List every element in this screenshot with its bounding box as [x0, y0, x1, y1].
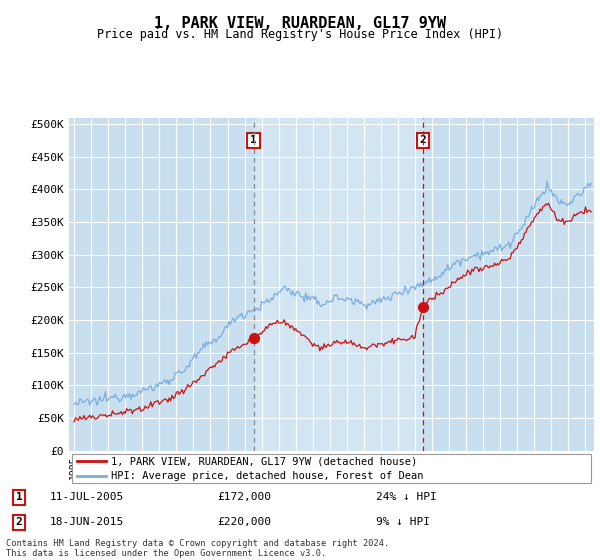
Text: HPI: Average price, detached house, Forest of Dean: HPI: Average price, detached house, Fore…: [111, 472, 424, 482]
Text: £172,000: £172,000: [218, 492, 272, 502]
Text: £220,000: £220,000: [218, 517, 272, 528]
Text: 1: 1: [250, 136, 257, 146]
Text: Contains HM Land Registry data © Crown copyright and database right 2024.
This d: Contains HM Land Registry data © Crown c…: [6, 539, 389, 558]
Text: 24% ↓ HPI: 24% ↓ HPI: [376, 492, 437, 502]
FancyBboxPatch shape: [71, 454, 592, 483]
Text: 11-JUL-2005: 11-JUL-2005: [50, 492, 124, 502]
Text: 1: 1: [16, 492, 22, 502]
Text: 1, PARK VIEW, RUARDEAN, GL17 9YW (detached house): 1, PARK VIEW, RUARDEAN, GL17 9YW (detach…: [111, 456, 417, 466]
Text: Price paid vs. HM Land Registry's House Price Index (HPI): Price paid vs. HM Land Registry's House …: [97, 28, 503, 41]
Text: 9% ↓ HPI: 9% ↓ HPI: [376, 517, 430, 528]
Text: 18-JUN-2015: 18-JUN-2015: [50, 517, 124, 528]
Text: 2: 2: [16, 517, 22, 528]
Text: 1, PARK VIEW, RUARDEAN, GL17 9YW: 1, PARK VIEW, RUARDEAN, GL17 9YW: [154, 16, 446, 31]
Bar: [254, 118, 423, 451]
Text: 2: 2: [419, 136, 426, 146]
